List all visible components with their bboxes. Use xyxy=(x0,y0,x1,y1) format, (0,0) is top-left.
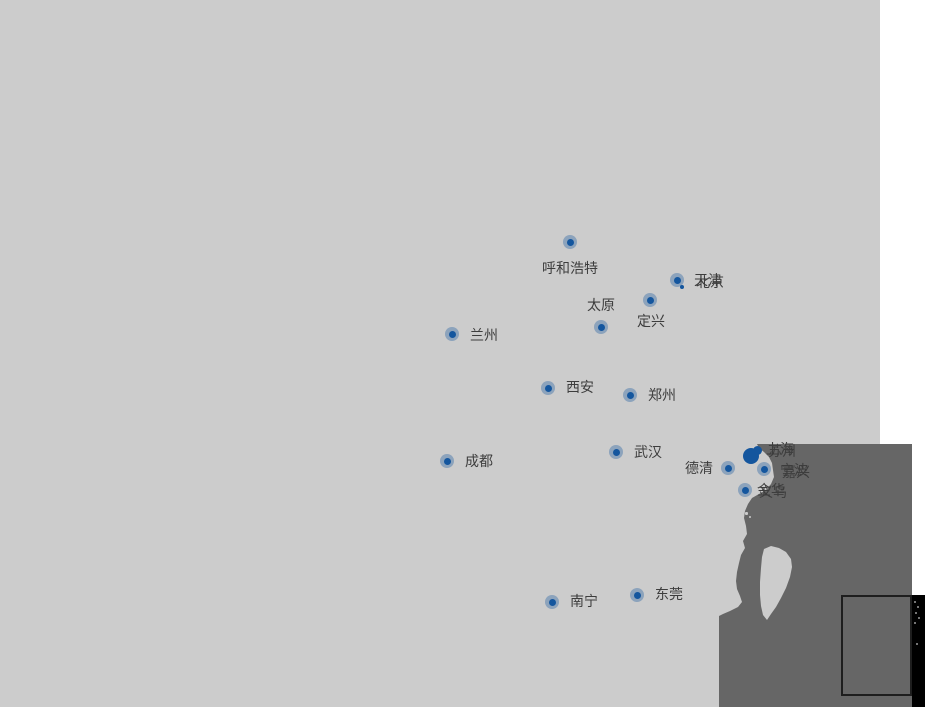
city-label: 东莞 xyxy=(655,586,683,602)
city-name: 西安 xyxy=(566,379,594,395)
island-speck xyxy=(918,617,920,619)
city-name: 东莞 xyxy=(655,586,683,602)
city-label: 武汉 xyxy=(634,444,662,460)
city-label: 兰州 xyxy=(470,327,498,343)
island-speck xyxy=(914,601,916,603)
marker-dot xyxy=(544,384,552,392)
island-speck xyxy=(739,502,741,504)
city-name-overlap: 苏州 xyxy=(768,443,796,459)
city-name: 金华 xyxy=(757,482,785,498)
island-speck xyxy=(727,504,730,507)
marker-dot xyxy=(760,465,768,473)
marker-dot xyxy=(673,276,681,284)
marker-dot xyxy=(753,446,762,455)
island-speck xyxy=(745,512,748,515)
city-name-overlap: 北京 xyxy=(696,274,724,290)
city-label: 南宁 xyxy=(570,593,598,609)
city-label: 成都 xyxy=(465,453,493,469)
island-speck xyxy=(749,516,751,518)
marker-dot xyxy=(612,448,620,456)
city-name: 呼和浩特 xyxy=(542,260,598,276)
marker-dot xyxy=(548,598,556,606)
city-name: 郑州 xyxy=(648,387,676,403)
island-speck xyxy=(914,622,916,624)
city-label: 西安 xyxy=(566,379,594,395)
city-name: 南宁 xyxy=(570,593,598,609)
marker-dot xyxy=(597,323,605,331)
city-label: 上海 苏州 xyxy=(766,441,796,459)
city-name: 宁波 xyxy=(780,462,808,478)
island-speck xyxy=(915,612,917,614)
island-speck xyxy=(917,606,919,608)
island-speck xyxy=(916,643,918,645)
city-name: 天津 xyxy=(694,272,722,288)
city-name: 武汉 xyxy=(634,444,662,460)
city-name: 德清 xyxy=(685,460,713,476)
marker-dot xyxy=(646,296,654,304)
marker-dot xyxy=(724,464,732,472)
city-label: 德清 xyxy=(685,460,713,476)
city-label: 宁波 嘉兴 xyxy=(780,462,810,480)
marker-dot xyxy=(448,330,456,338)
island-speck xyxy=(722,470,724,472)
city-name: 上海 xyxy=(766,441,794,457)
city-name-overlap: 义乌 xyxy=(759,484,787,500)
city-label: 定兴 xyxy=(637,313,665,329)
south-china-sea-inset-box xyxy=(841,595,912,696)
marker-dot xyxy=(626,391,634,399)
marker-dot xyxy=(566,238,574,246)
city-name: 成都 xyxy=(465,453,493,469)
island-speck xyxy=(731,514,733,516)
city-name: 定兴 xyxy=(637,313,665,329)
city-label: 金华 义乌 xyxy=(757,482,787,500)
marker-dot xyxy=(633,591,641,599)
city-label: 太原 xyxy=(587,297,615,313)
marker-dot xyxy=(741,486,749,494)
secondary-marker-dot xyxy=(680,285,684,289)
marker-dot xyxy=(443,457,451,465)
city-label: 天津 北京 xyxy=(694,272,724,290)
city-name: 兰州 xyxy=(470,327,498,343)
island-speck xyxy=(733,508,735,510)
black-strip xyxy=(912,595,925,707)
city-name-overlap: 嘉兴 xyxy=(782,464,810,480)
city-label: 郑州 xyxy=(648,387,676,403)
city-label: 呼和浩特 xyxy=(542,260,598,276)
city-name: 太原 xyxy=(587,297,615,313)
